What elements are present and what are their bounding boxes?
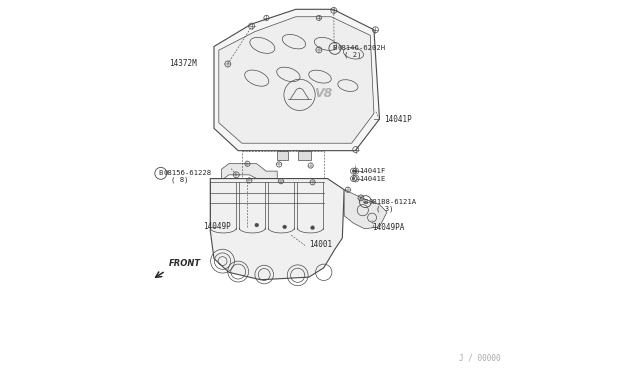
Text: 14372M: 14372M: [170, 59, 197, 68]
Text: 14041F: 14041F: [358, 168, 385, 174]
Circle shape: [353, 177, 355, 180]
Text: FRONT: FRONT: [168, 259, 201, 268]
Text: 14041P: 14041P: [384, 115, 412, 124]
Text: B: B: [333, 45, 337, 51]
Text: ( 8): ( 8): [172, 176, 189, 183]
Text: J / 00000: J / 00000: [459, 354, 500, 363]
Polygon shape: [344, 190, 387, 229]
Text: 081B8-6121A: 081B8-6121A: [369, 199, 417, 205]
Text: 14049PA: 14049PA: [372, 223, 404, 232]
Polygon shape: [298, 151, 310, 160]
Circle shape: [354, 170, 357, 173]
Polygon shape: [219, 17, 374, 143]
Text: 08156-61228: 08156-61228: [164, 170, 212, 176]
Circle shape: [283, 225, 287, 229]
Text: 14041E: 14041E: [358, 176, 385, 182]
Text: ( 3): ( 3): [376, 205, 394, 212]
Text: 14001: 14001: [309, 240, 332, 249]
Text: ( 2): ( 2): [344, 52, 362, 58]
Polygon shape: [221, 164, 277, 180]
Text: 14049P: 14049P: [203, 222, 230, 231]
Circle shape: [255, 223, 259, 227]
Text: 08146-6202H: 08146-6202H: [338, 45, 386, 51]
Circle shape: [353, 170, 355, 172]
Polygon shape: [211, 179, 344, 280]
Text: B: B: [364, 199, 367, 205]
Polygon shape: [214, 9, 380, 151]
Text: V8: V8: [314, 87, 333, 100]
Text: B: B: [159, 170, 163, 176]
Circle shape: [310, 226, 314, 230]
Polygon shape: [277, 151, 289, 160]
